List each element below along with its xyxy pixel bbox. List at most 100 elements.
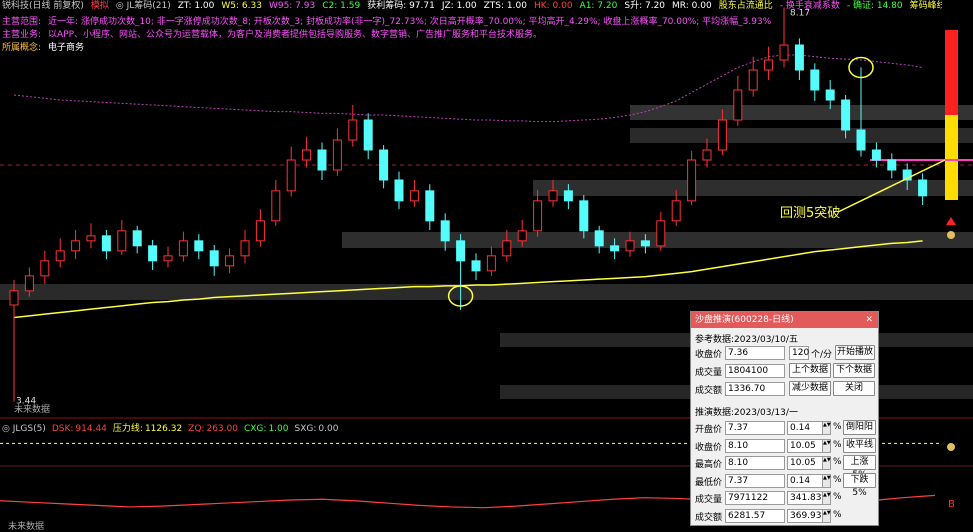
pct-value[interactable]: 10.05 <box>787 456 823 470</box>
candle-body <box>517 230 527 242</box>
candle-body <box>24 275 34 292</box>
header-text: 主营范围: <box>2 17 42 27</box>
candle-body <box>240 240 250 257</box>
header-row: 主营业务: 以APP、小程序、网站、公众号为运营载体，为客户及消费者提供包括导购服… <box>2 29 942 41</box>
close-icon[interactable]: ✕ <box>865 315 873 325</box>
header-text: 模拟 <box>90 1 109 11</box>
field-value[interactable]: 7.37 <box>725 473 785 488</box>
header-row: 锐科技(日线 前复权) 模拟 ◎ JL筹码(21) ZT: 1.00 W5: 6.33 W… <box>2 0 942 12</box>
candle-body <box>640 240 650 247</box>
button[interactable]: 下跌5% <box>843 472 876 498</box>
field-value[interactable]: 7.37 <box>725 421 785 435</box>
candle-body <box>86 235 96 242</box>
field-value[interactable]: 6281.57 <box>725 508 785 523</box>
spinner[interactable]: ▲▼ <box>822 438 831 453</box>
candle-body <box>194 240 204 252</box>
highlight-circle <box>447 285 474 307</box>
candle-body <box>9 290 19 306</box>
candle-body <box>302 149 312 161</box>
zone <box>630 105 973 120</box>
candle-body <box>794 44 804 71</box>
button[interactable]: 上涨5% <box>843 455 876 480</box>
spinner[interactable]: ▲▼ <box>822 421 831 435</box>
button[interactable]: 收平线 <box>843 437 876 453</box>
field-value[interactable]: 1336.70 <box>725 382 785 396</box>
indicator-label: SXG: <box>294 424 317 434</box>
pct-value[interactable]: 0.14 <box>787 421 823 435</box>
speed-input[interactable]: 120 <box>789 346 809 360</box>
header-text: W95: 7.93 <box>268 1 316 11</box>
pct-value[interactable]: 369.93 <box>787 508 823 523</box>
label: 参考数据:2023/03/10/五 <box>695 335 798 345</box>
indicator-label: ZQ: <box>188 424 205 434</box>
spinner[interactable]: ▲▼ <box>822 456 831 470</box>
price-label: 3.44 <box>16 397 36 407</box>
header-text: A1: 7.20 <box>579 1 618 11</box>
candle-body <box>40 260 50 277</box>
price-label: 8.17 <box>790 9 810 19</box>
annotation: 回测5突破 <box>780 205 840 221</box>
button[interactable]: 倒阳阳 <box>843 420 876 435</box>
candle-body <box>363 119 373 151</box>
candle-body <box>810 69 820 91</box>
candle-body <box>178 240 188 257</box>
field-value[interactable]: 7.36 <box>725 346 785 360</box>
spinner[interactable]: ▲▼ <box>822 491 831 505</box>
gauge <box>945 115 958 200</box>
candle-body <box>918 179 928 197</box>
pct-value[interactable]: 0.14 <box>787 473 823 488</box>
spinner[interactable]: ▲▼ <box>822 473 831 488</box>
button[interactable]: 关闭 <box>833 381 875 396</box>
title-text: 沙盘推演(600228-日线) <box>695 315 794 325</box>
candle-body <box>579 200 589 232</box>
candle-body <box>594 230 604 247</box>
candle-body <box>563 190 573 202</box>
button[interactable]: 下个数据 <box>833 363 875 378</box>
future-note: 未来数据 <box>14 405 51 415</box>
candle-body <box>163 255 173 262</box>
dialog: 沙盘推演(600228-日线) ✕ 参考数据:2023/03/10/五 120 个… <box>690 311 879 526</box>
button[interactable]: 上个数据 <box>789 363 831 378</box>
candle-body <box>425 190 435 222</box>
candle-body <box>486 255 496 272</box>
field-value[interactable]: 1804100 <box>725 364 785 378</box>
field-label: 成交量 <box>695 495 723 505</box>
dialog-title: 沙盘推演(600228-日线) ✕ <box>691 312 878 328</box>
icon <box>947 231 955 239</box>
header-text: 所属概念: <box>2 43 42 53</box>
candle-body <box>687 159 697 202</box>
header-text: ◎ JL筹码(21) <box>115 1 171 11</box>
spinner[interactable]: ▲▼ <box>822 508 831 523</box>
button[interactable]: 减少数据 <box>789 381 831 396</box>
candle-body <box>625 240 635 252</box>
pct-value[interactable]: 341.83 <box>787 491 823 505</box>
candle-body <box>132 230 142 247</box>
pct-value[interactable]: 10.05 <box>787 438 823 453</box>
header-text: MR: 0.00 <box>672 1 712 11</box>
candle-body <box>71 240 81 252</box>
candle-body <box>209 250 219 267</box>
candle-body <box>779 44 789 61</box>
button[interactable]: 开始播放 <box>835 345 875 360</box>
field-value[interactable]: 8.10 <box>725 438 785 453</box>
unit: 个/分 <box>811 350 833 360</box>
candle-body <box>887 159 897 171</box>
indicator-value: 1126.32 <box>144 424 183 434</box>
unit: % <box>833 492 842 502</box>
header-text: JZ: 1.00 <box>441 1 477 11</box>
field-label: 收盘价 <box>695 350 723 360</box>
candle-body <box>55 250 65 262</box>
header-text: S升: 7.20 <box>624 1 666 11</box>
candle-body <box>332 139 342 171</box>
indicator-value: 263.00 <box>206 424 238 434</box>
unit: % <box>833 439 842 450</box>
highlight-circle <box>848 56 874 79</box>
field-value[interactable]: 8.10 <box>725 456 785 470</box>
header-text: 主营业务: <box>2 30 42 40</box>
candle-body <box>101 235 111 252</box>
header-row: 主营范围: 近一年: 涨停成功次数_10; 非一字涨停成功次数_8; 开板次数_3… <box>2 16 942 28</box>
field-value[interactable]: 7971122 <box>725 491 785 505</box>
header-text: W5: 6.33 <box>221 1 262 11</box>
